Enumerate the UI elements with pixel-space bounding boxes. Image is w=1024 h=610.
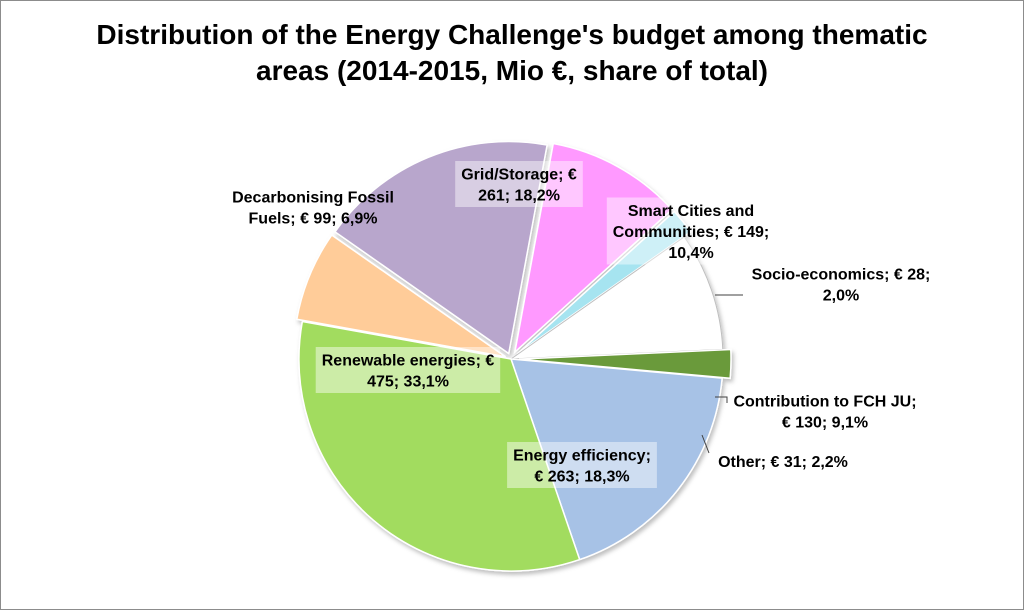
data-label-line: Fuels; € 99; 6,9% xyxy=(249,210,378,227)
data-label-line: 475; 33,1% xyxy=(367,373,449,390)
pie-slice-decarbonising-fossil-fuels xyxy=(295,234,506,358)
pie-slice-grid-storage xyxy=(334,140,548,355)
leader-line xyxy=(715,396,728,403)
pie-slice-contribution-to-fch-ju xyxy=(509,236,724,360)
data-label-background xyxy=(315,347,501,393)
data-label-line: 2,0% xyxy=(823,287,859,304)
data-label-line: Smart Cities and xyxy=(628,203,754,220)
data-label-line: 261; 18,2% xyxy=(478,187,560,204)
pie-slice-other xyxy=(518,348,732,380)
chart-title-line-2: areas (2014-2015, Mio €, share of total) xyxy=(256,55,768,86)
data-label-line: Grid/Storage; € xyxy=(461,166,577,183)
data-label-line: Contribution to FCH JU; xyxy=(733,393,916,410)
pie-slice-renewable-energies xyxy=(298,320,581,572)
data-label-socio-economics: Socio-economics; € 28; 2,0% xyxy=(715,266,930,304)
data-label-line: Socio-economics; € 28; xyxy=(752,266,931,283)
data-label-decarbonising-fossil-fuels: Decarbonising Fossil Fuels; € 99; 6,9% xyxy=(232,189,394,227)
data-label-other: Other; € 31; 2,2% xyxy=(701,434,848,471)
data-label-energy-efficiency: Energy efficiency; € 263; 18,3% xyxy=(507,442,657,488)
pie-labels: Grid/Storage; € 261; 18,2% Smart Cities an… xyxy=(232,161,930,488)
data-label-contribution-to-fch-ju: Contribution to FCH JU; € 130; 9,1% xyxy=(715,393,917,431)
pie-slice-energy-efficiency xyxy=(509,358,723,561)
data-label-line: Decarbonising Fossil xyxy=(232,189,394,206)
data-label-background xyxy=(507,442,657,488)
data-label-grid-storage: Grid/Storage; € 261; 18,2% xyxy=(455,161,583,207)
leader-line xyxy=(701,434,710,454)
pie-slice-smart-cities-and-communities xyxy=(513,142,673,355)
chart-title-line-1: Distribution of the Energy Challenge's b… xyxy=(96,19,928,50)
pie-slices xyxy=(295,140,732,572)
data-label-line: Energy efficiency; xyxy=(513,447,651,464)
data-label-background xyxy=(606,197,776,265)
data-label-line: Other; € 31; 2,2% xyxy=(718,454,848,471)
data-label-smart-cities-and-communities: Smart Cities and Communities; € 149; 10,4% xyxy=(606,197,776,265)
data-label-line: Renewable energies; € xyxy=(322,352,495,369)
data-label-line: € 263; 18,3% xyxy=(534,468,629,485)
data-label-line: Communities; € 149; xyxy=(613,224,769,241)
pie-slice-socio-economics xyxy=(516,210,692,355)
data-label-background xyxy=(455,161,583,207)
data-label-line: € 130; 9,1% xyxy=(782,414,868,431)
data-label-renewable-energies: Renewable energies; € 475; 33,1% xyxy=(315,347,501,393)
data-label-line: 10,4% xyxy=(668,245,713,262)
